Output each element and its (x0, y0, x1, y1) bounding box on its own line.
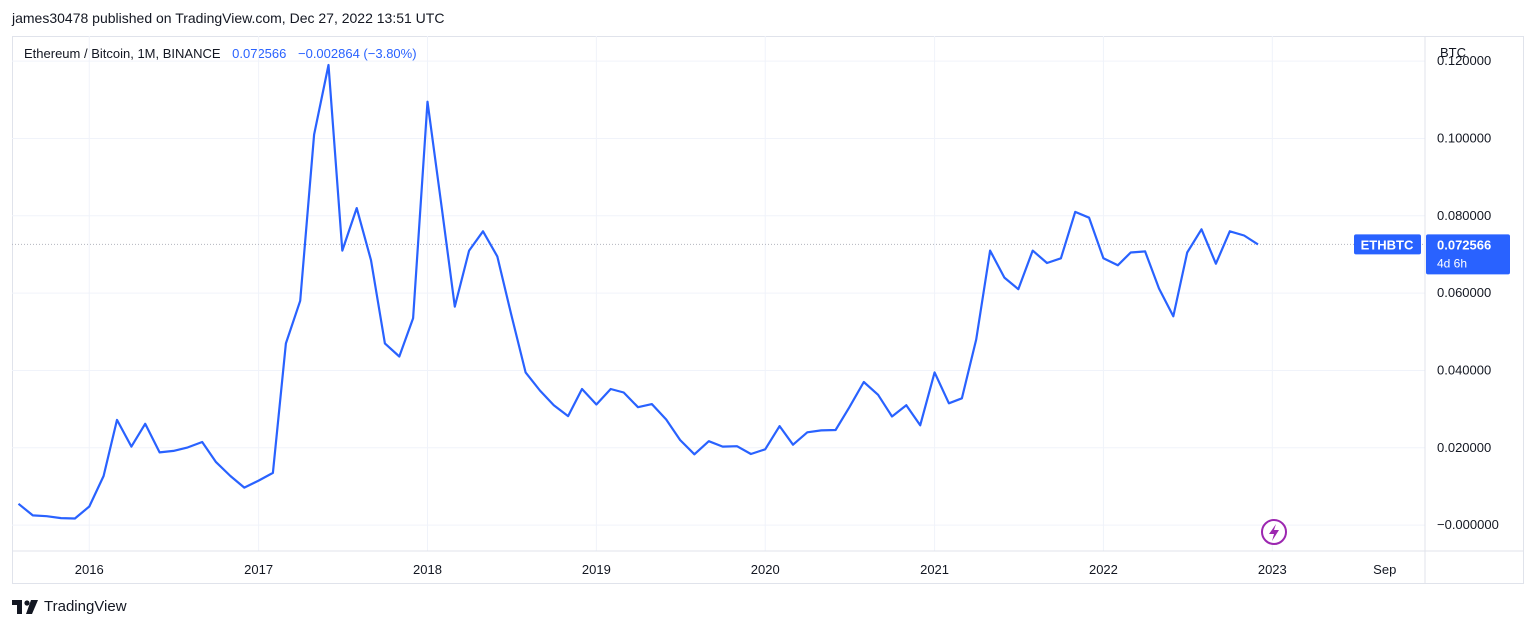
y-tick-label: 0.040000 (1437, 362, 1491, 377)
y-tick-label: 0.020000 (1437, 440, 1491, 455)
chart-frame (12, 36, 1524, 584)
price-change-value: −0.002864 (−3.80%) (298, 46, 417, 61)
x-tick-label: 2021 (920, 562, 949, 577)
x-tick-label: Sep (1373, 562, 1396, 577)
y-tick-label: 0.060000 (1437, 285, 1491, 300)
price-tag-value: 0.072566 (1437, 237, 1491, 252)
currency-label: BTC (1440, 45, 1466, 60)
footer-brand: TradingView (12, 598, 127, 615)
ethbtc-price-line[interactable] (17, 63, 1259, 520)
x-tick-label: 2017 (244, 562, 273, 577)
tradingview-logo-icon (12, 599, 38, 614)
price-tag-countdown: 4d 6h (1437, 256, 1467, 270)
ticker-tag-label: ETHBTC (1361, 237, 1414, 252)
x-tick-label: 2018 (413, 562, 442, 577)
x-tick-label: 2020 (751, 562, 780, 577)
y-tick-label: 0.100000 (1437, 130, 1491, 145)
y-tick-label: 0.080000 (1437, 208, 1491, 223)
published-info: james30478 published on TradingView.com,… (12, 10, 445, 26)
chart-legend: Ethereum / Bitcoin, 1M, BINANCE 0.072566… (24, 46, 417, 61)
x-tick-label: 2019 (582, 562, 611, 577)
lightning-event-icon[interactable] (1261, 519, 1287, 545)
x-tick-label: 2016 (75, 562, 104, 577)
symbol-label[interactable]: Ethereum / Bitcoin, 1M, BINANCE (24, 46, 221, 61)
y-tick-label: 0.120000 (1437, 53, 1491, 68)
x-tick-label: 2023 (1258, 562, 1287, 577)
price-axis-tag (1426, 234, 1510, 275)
y-tick-label: −0.000000 (1437, 517, 1499, 532)
ticker-tag (1354, 234, 1421, 255)
brand-label: TradingView (44, 598, 127, 615)
x-tick-label: 2022 (1089, 562, 1118, 577)
last-price-value: 0.072566 (232, 46, 287, 61)
